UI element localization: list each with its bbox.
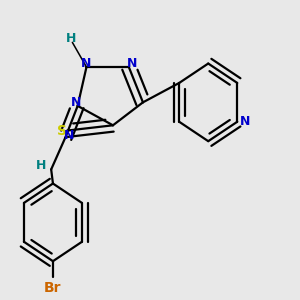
Text: S: S xyxy=(57,124,67,138)
Text: Br: Br xyxy=(44,280,62,295)
Text: H: H xyxy=(35,159,46,172)
Text: N: N xyxy=(240,115,250,128)
Text: N: N xyxy=(81,57,92,70)
Text: N: N xyxy=(71,96,81,109)
Text: N: N xyxy=(64,129,74,142)
Text: N: N xyxy=(127,57,137,70)
Text: H: H xyxy=(65,32,76,45)
